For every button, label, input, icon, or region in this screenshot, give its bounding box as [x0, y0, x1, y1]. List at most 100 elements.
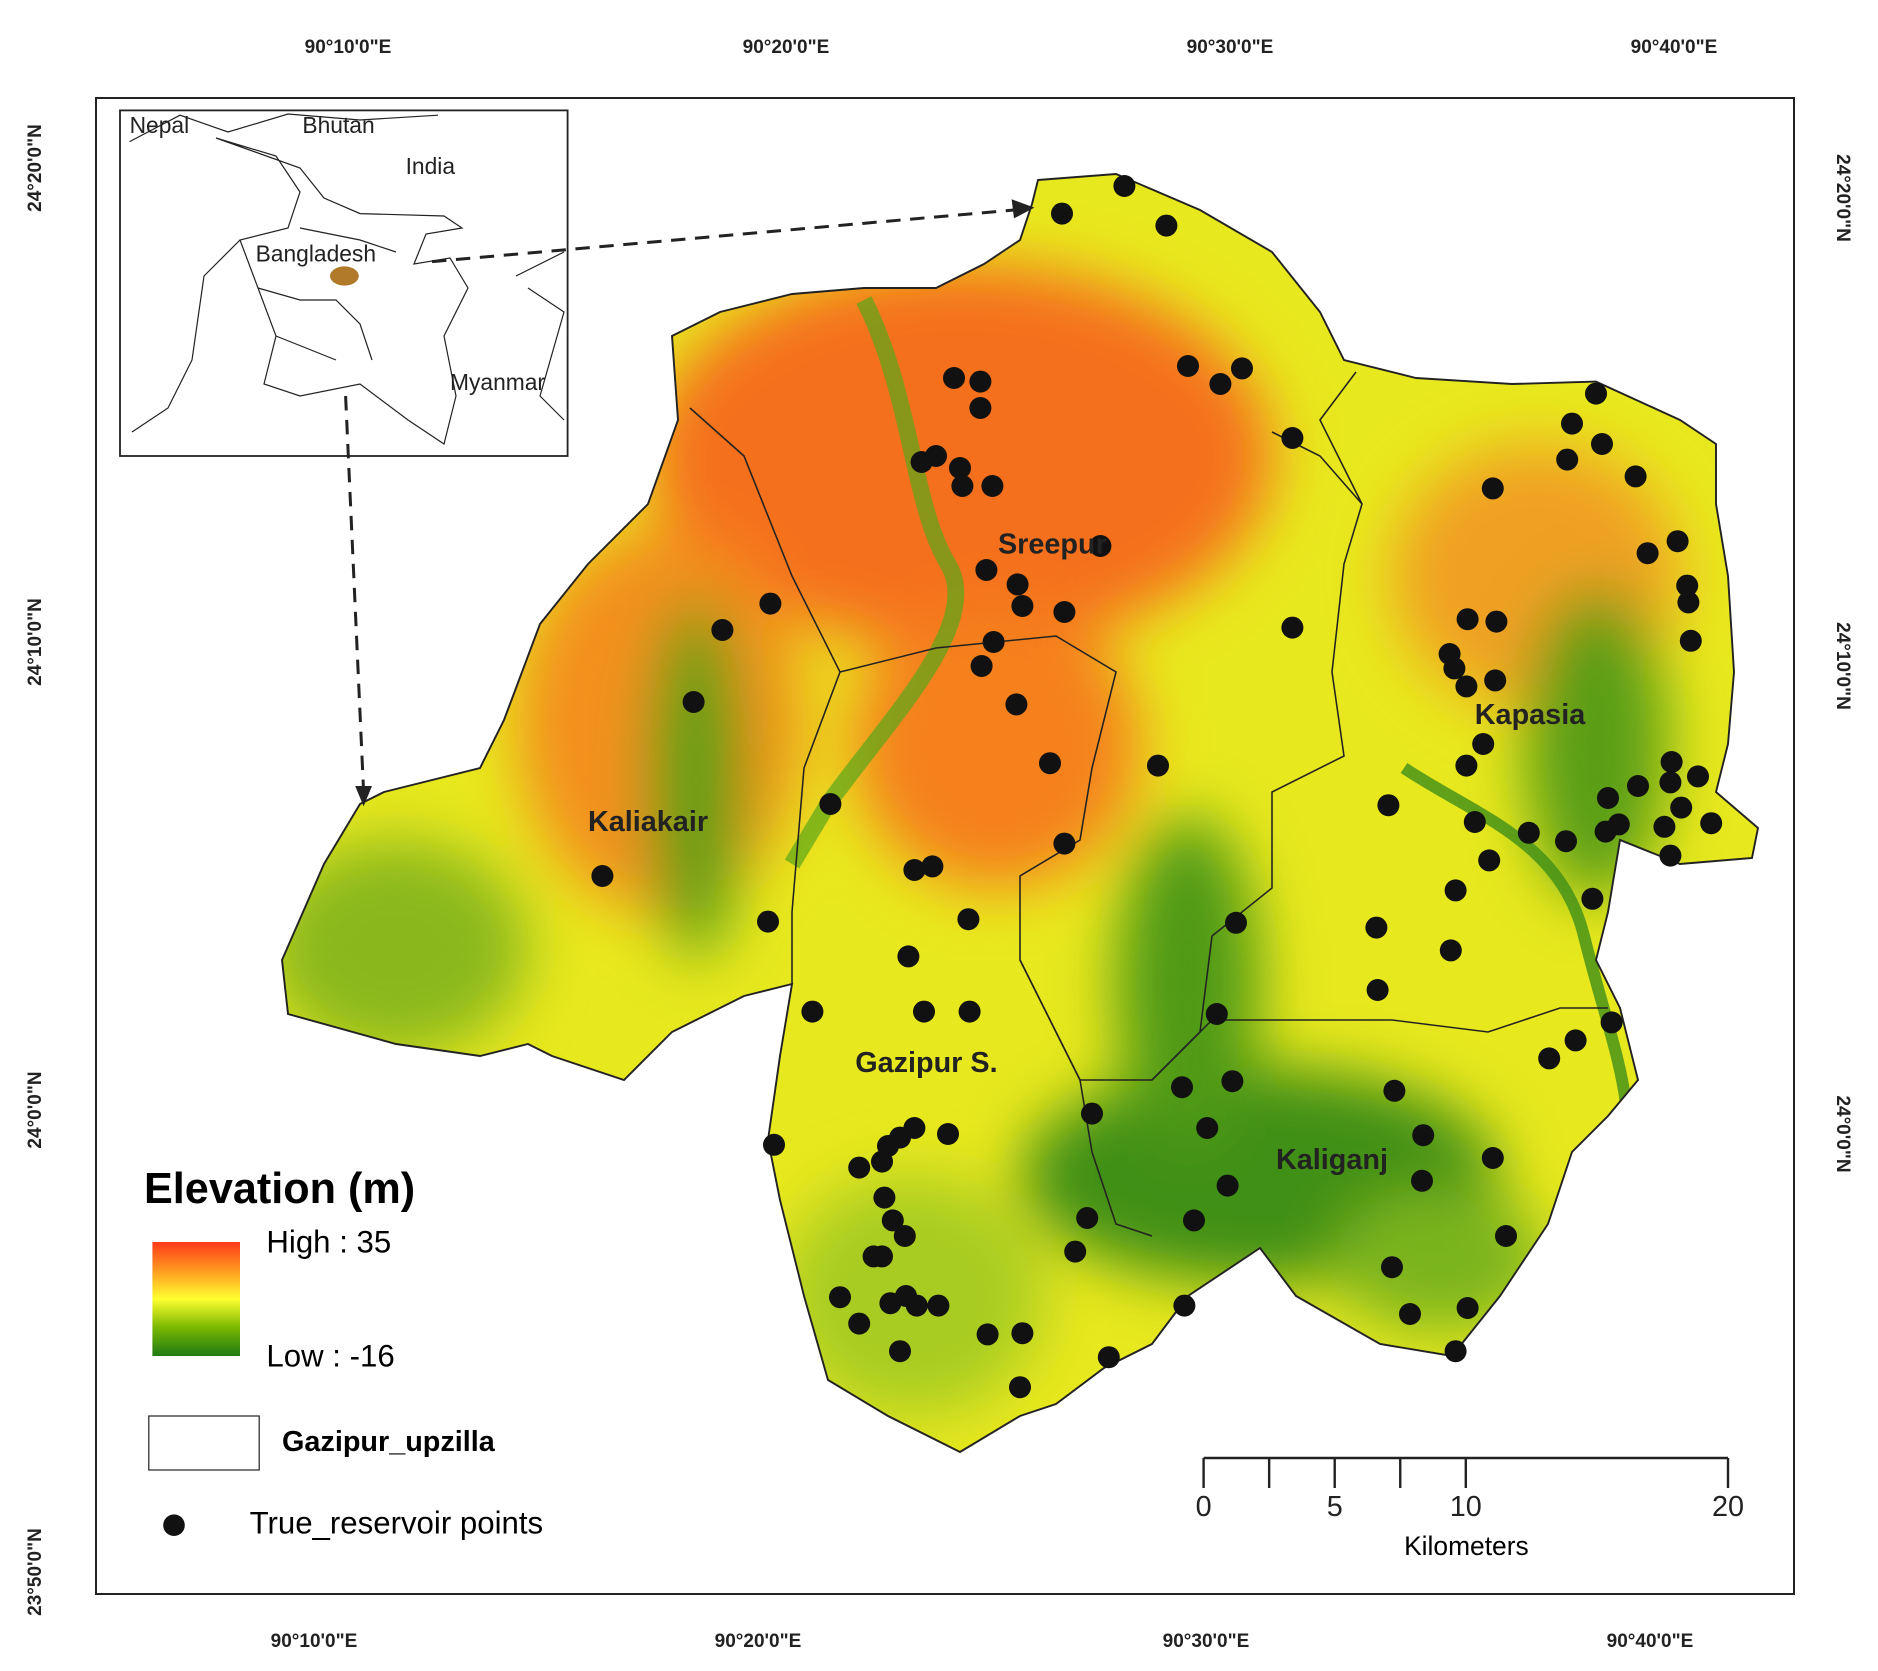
reservoir-point: [1377, 794, 1400, 817]
reservoir-point: [1481, 1147, 1504, 1169]
region-label: Kapasia: [1475, 699, 1586, 731]
reservoir-point: [1700, 812, 1723, 835]
upazila-boundaries: [689, 371, 1609, 1237]
reservoir-point: [1481, 477, 1504, 500]
reservoir-point: [1381, 1256, 1403, 1279]
reservoir-point: [1679, 629, 1702, 652]
reservoir-point: [1538, 1047, 1561, 1070]
inset-label: Nepal: [130, 112, 190, 138]
reservoir-point: [1399, 1303, 1421, 1325]
inset-label: Bhutan: [302, 112, 374, 138]
reservoir-point: [925, 445, 947, 467]
reservoir-point: [1039, 752, 1061, 775]
reservoir-point: [982, 631, 1005, 653]
reservoir-point: [975, 559, 998, 581]
reservoir-point: [1624, 465, 1647, 488]
reservoir-point: [801, 1000, 824, 1023]
reservoir-point: [1006, 573, 1029, 596]
reservoir-point: [893, 1225, 916, 1247]
reservoir-point: [1113, 175, 1136, 197]
right-latitude-label: 24°0'0"N: [1832, 1095, 1853, 1172]
reservoir-point: [905, 1294, 928, 1317]
reservoir-point: [862, 1245, 885, 1268]
reservoir-point: [921, 855, 944, 878]
reservoir-point: [1053, 832, 1076, 855]
study-area-marker: [330, 266, 359, 286]
reservoir-point: [1517, 821, 1540, 844]
reservoir-point: [913, 1000, 935, 1023]
reservoir-point: [949, 457, 971, 479]
reservoir-point: [889, 1340, 911, 1363]
reservoir-point: [1281, 616, 1304, 639]
reservoir-point: [819, 793, 842, 815]
legend-low: Low : -16: [266, 1339, 394, 1374]
reservoir-point: [1412, 1124, 1435, 1147]
reservoir-point: [1660, 751, 1683, 773]
legend-boundary-swatch: [148, 1415, 260, 1471]
reservoir-point: [1411, 1169, 1433, 1192]
scale-label: 20: [1712, 1491, 1744, 1523]
reservoir-point: [1225, 911, 1247, 934]
legend-points: True_reservoir points: [250, 1505, 544, 1540]
reservoir-point: [1231, 357, 1253, 380]
scale-label: 10: [1450, 1491, 1482, 1523]
reservoir-point: [1444, 879, 1467, 902]
reservoir-point: [1659, 844, 1682, 867]
inset-label: Myanmar: [450, 369, 545, 395]
reservoir-point: [1456, 608, 1479, 631]
reservoir-point: [1221, 1070, 1244, 1093]
reservoir-point: [1196, 1117, 1219, 1139]
bottom-longitude-label: 90°10'0"E: [271, 1631, 358, 1652]
left-latitude-label: 23°50'0"N: [25, 1528, 46, 1616]
reservoir-point: [1677, 591, 1700, 614]
reservoir-point: [1009, 1376, 1031, 1399]
reservoir-point: [976, 1323, 999, 1346]
reservoir-point: [1687, 765, 1709, 788]
reservoir-point: [1011, 1322, 1034, 1345]
legend-ramp: [152, 1242, 241, 1356]
reservoir-point: [1564, 1029, 1587, 1052]
reservoir-point: [1653, 815, 1676, 838]
reservoir-point: [1670, 796, 1693, 819]
reservoir-point: [957, 908, 980, 931]
inset-outlines: [129, 113, 565, 445]
reservoir-point: [1607, 813, 1630, 836]
bottom-longitude-label: 90°20'0"E: [715, 1631, 802, 1652]
reservoir-point: [1366, 979, 1389, 1001]
reservoir-point: [1147, 754, 1169, 777]
inset-label: India: [406, 153, 456, 179]
right-latitude-label: 24°20'0"N: [1832, 154, 1853, 242]
scale-bar: 0 5 10 20: [1196, 1456, 1744, 1523]
reservoir-point: [951, 475, 974, 497]
left-latitude-label: 24°10'0"N: [25, 598, 46, 686]
reservoir-point: [881, 1209, 904, 1232]
reservoir-point: [1365, 916, 1388, 939]
reservoir-point: [1444, 1340, 1467, 1363]
reservoir-point: [970, 655, 993, 677]
region-label: Kaliganj: [1276, 1144, 1388, 1176]
reservoir-point: [848, 1312, 871, 1335]
legend-boundary: Gazipur_upzilla: [282, 1426, 496, 1458]
reservoir-point: [1177, 355, 1199, 377]
reservoir-point: [1155, 214, 1178, 237]
reservoir-point: [1383, 1079, 1406, 1102]
reservoir-point: [927, 1294, 950, 1317]
reservoir-point: [1463, 811, 1486, 833]
reservoir-point: [1011, 595, 1034, 617]
reservoir-point: [1443, 657, 1466, 680]
reservoir-points: [591, 175, 1723, 1399]
inset-label: Bangladesh: [256, 241, 376, 267]
reservoir-point: [897, 945, 920, 968]
legend-high: High : 35: [266, 1225, 391, 1260]
top-longitude-label: 90°30'0"E: [1187, 37, 1274, 58]
reservoir-point: [1585, 382, 1607, 405]
region-label: Gazipur S.: [855, 1047, 997, 1079]
legend-point-symbol: [163, 1514, 185, 1536]
reservoir-point: [759, 592, 782, 615]
reservoir-point: [1081, 1102, 1103, 1125]
reservoir-point: [981, 475, 1004, 497]
top-longitude-label: 90°20'0"E: [743, 37, 830, 58]
reservoir-point: [1561, 412, 1583, 435]
reservoir-point: [1064, 1240, 1087, 1263]
